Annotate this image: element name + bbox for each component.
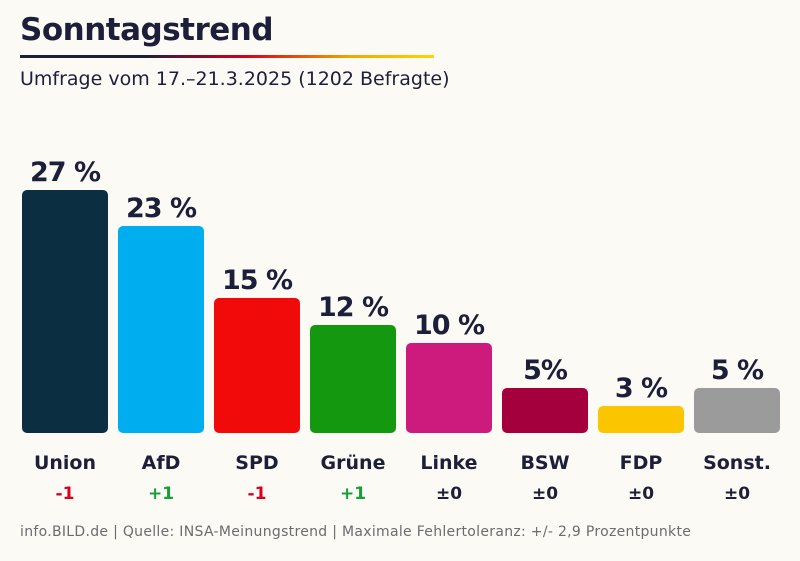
change-label: +1 bbox=[148, 484, 174, 504]
value-label: 5 % bbox=[711, 355, 764, 386]
bar-fdp bbox=[598, 406, 684, 433]
value-label: 12 % bbox=[318, 292, 389, 323]
change-label: -1 bbox=[56, 484, 75, 504]
category-label: BSW bbox=[520, 452, 569, 474]
category-label: Union bbox=[34, 452, 96, 474]
value-label: 5% bbox=[523, 355, 568, 386]
change-label: +1 bbox=[340, 484, 366, 504]
category-label: AfD bbox=[142, 452, 181, 474]
bar-linke bbox=[406, 343, 492, 433]
bar-union bbox=[22, 190, 108, 433]
title-underline bbox=[20, 55, 434, 58]
source-footer: info.BILD.de | Quelle: INSA-Meinungstren… bbox=[20, 524, 692, 540]
change-label: ±0 bbox=[532, 484, 558, 504]
change-label: -1 bbox=[248, 484, 267, 504]
category-label: Sonst. bbox=[703, 452, 771, 474]
category-label: Linke bbox=[420, 452, 477, 474]
category-label: Grüne bbox=[321, 452, 386, 474]
change-label: ±0 bbox=[628, 484, 654, 504]
change-label: ±0 bbox=[724, 484, 750, 504]
value-label: 23 % bbox=[126, 193, 197, 224]
value-label: 10 % bbox=[414, 310, 485, 341]
value-label: 27 % bbox=[30, 157, 101, 188]
category-label: FDP bbox=[620, 452, 663, 474]
bar-spd bbox=[214, 298, 300, 433]
bar-bsw bbox=[502, 388, 588, 433]
value-label: 15 % bbox=[222, 265, 293, 296]
bar-afd bbox=[118, 226, 204, 433]
change-label: ±0 bbox=[436, 484, 462, 504]
bar-gr-ne bbox=[310, 325, 396, 433]
bar-sonst- bbox=[694, 388, 780, 433]
value-label: 3 % bbox=[615, 373, 668, 404]
chart-subtitle: Umfrage vom 17.–21.3.2025 (1202 Befragte… bbox=[20, 68, 450, 90]
category-label: SPD bbox=[235, 452, 278, 474]
chart-title: Sonntagstrend bbox=[20, 12, 274, 48]
